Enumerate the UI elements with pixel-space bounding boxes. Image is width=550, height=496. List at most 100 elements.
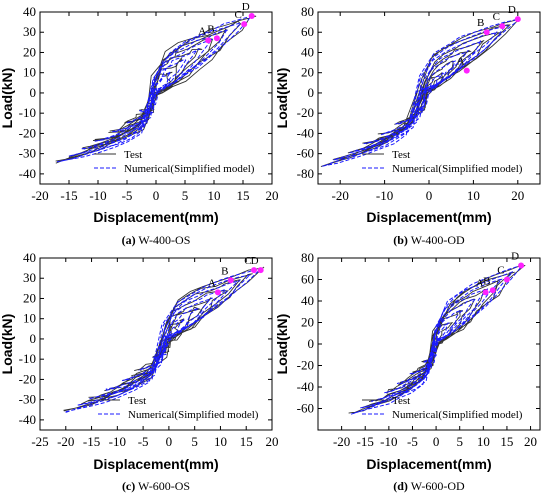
y-tick-label: -20 — [19, 125, 36, 140]
x-tick-label: 5 — [191, 434, 198, 449]
y-tick-label: -40 — [297, 379, 314, 394]
y-tick-label: -20 — [19, 371, 36, 386]
point-d — [248, 13, 255, 20]
point-a — [214, 289, 221, 296]
y-tick-label: 60 — [301, 272, 314, 287]
point-label-c: C — [497, 265, 504, 277]
y-tick-label: 30 — [23, 24, 36, 39]
y-tick-label: -20 — [297, 105, 314, 120]
y-tick-label: -10 — [19, 105, 36, 120]
point-label-a: A — [198, 25, 206, 37]
y-tick-label: 30 — [23, 270, 36, 285]
x-tick-label: 20 — [266, 434, 279, 449]
y-tick-label: 40 — [23, 250, 36, 265]
curves — [320, 18, 521, 168]
test-series-line — [320, 18, 521, 168]
y-axis-ticks: -40 -30 -20 -10 0 10 20 30 40 — [19, 4, 272, 181]
legend-test-label: Test — [392, 395, 410, 407]
caption-text: W-400-OD — [408, 233, 465, 247]
numerical-series-line — [56, 14, 253, 163]
y-tick-label: 80 — [301, 4, 314, 19]
x-axis-label: Displacement(mm) — [366, 209, 491, 225]
y-tick-label: 40 — [301, 293, 314, 308]
y-tick-label: 0 — [308, 336, 315, 351]
x-tick-label: 0 — [166, 434, 173, 449]
x-tick-label: 10 — [208, 188, 221, 203]
point-label-d: D — [242, 1, 250, 13]
y-tick-label: 20 — [301, 65, 314, 80]
x-tick-label: 0 — [433, 434, 440, 449]
y-axis-label: Load(kN) — [0, 314, 15, 375]
point-label-a: A — [476, 277, 484, 289]
point-label-b: B — [221, 265, 228, 277]
y-tick-label: -30 — [19, 146, 36, 161]
caption-text: W-400-OS — [136, 233, 191, 247]
y-tick-label: 0 — [30, 331, 37, 346]
plot-frame — [39, 257, 273, 431]
x-tick-label: -15 — [60, 188, 77, 203]
panel-caption: (b) W-400-OD — [393, 233, 465, 247]
point-c — [241, 21, 248, 28]
caption-letter: (c) — [122, 479, 135, 493]
point-d — [518, 262, 525, 269]
x-axis-ticks: -20 -15 -10 -5 0 5 10 15 20 — [31, 12, 279, 203]
y-tick-label: -40 — [297, 125, 314, 140]
y-axis-ticks: -40 -30 -20 -10 0 10 20 30 40 — [19, 250, 272, 427]
point-b — [483, 29, 490, 36]
y-tick-label: -40 — [19, 166, 36, 181]
legend-test-label: Test — [392, 149, 410, 161]
x-tick-label: 20 — [511, 188, 524, 203]
x-tick-label: 20 — [266, 188, 279, 203]
x-axis-label: Displacement(mm) — [93, 209, 218, 225]
x-tick-label: -20 — [31, 188, 48, 203]
y-tick-label: -60 — [297, 146, 314, 161]
point-label-c: C — [244, 255, 251, 267]
x-tick-label: -20 — [332, 188, 349, 203]
x-tick-label: -10 — [89, 188, 106, 203]
x-tick-label: 0 — [153, 188, 160, 203]
point-b — [489, 287, 496, 294]
y-tick-label: 0 — [30, 85, 37, 100]
x-tick-label: -25 — [31, 434, 48, 449]
point-a — [205, 37, 212, 44]
point-label-d: D — [508, 4, 516, 16]
x-tick-label: 10 — [477, 434, 490, 449]
point-b — [213, 35, 220, 42]
numerical-series-line — [65, 267, 262, 413]
chart-panel-a: -20 -15 -10 -5 0 5 10 15 20 -40 -30 -20 -10 0 10 20 30 40… — [0, 1, 279, 247]
x-axis-ticks: -25 -20 -15 -10 -5 0 5 10 15 20 — [31, 258, 279, 449]
x-tick-label: -15 — [83, 434, 100, 449]
legend-test-label: Test — [128, 395, 146, 407]
legend: Test Numerical(Simplified model) — [362, 149, 523, 175]
curves — [55, 14, 257, 164]
x-axis-ticks: -20 -10 0 10 20 — [332, 12, 524, 203]
y-tick-label: 20 — [23, 44, 36, 59]
point-d — [514, 16, 521, 23]
x-axis-label: Displacement(mm) — [366, 456, 491, 472]
x-tick-label: -20 — [57, 434, 74, 449]
x-tick-label: -10 — [376, 188, 393, 203]
panel-caption: (c) W-600-OS — [122, 479, 190, 493]
point-a — [463, 67, 470, 74]
caption-letter: (d) — [393, 479, 408, 493]
curves — [348, 264, 526, 415]
x-tick-label: 20 — [524, 434, 537, 449]
point-a — [482, 289, 489, 296]
x-tick-label: -10 — [109, 434, 126, 449]
legend-numerical-label: Numerical(Simplified model) — [392, 409, 523, 421]
y-axis-label: Load(kN) — [0, 68, 15, 129]
point-c — [503, 276, 510, 283]
x-tick-label: 5 — [182, 188, 189, 203]
point-label-b: B — [207, 23, 214, 35]
y-tick-label: -30 — [19, 392, 36, 407]
y-tick-label: -40 — [19, 412, 36, 427]
x-tick-label: 5 — [456, 434, 463, 449]
x-axis-ticks: -20 -15 -10 -5 0 5 10 15 20 — [333, 258, 537, 449]
x-tick-label: 15 — [500, 434, 513, 449]
point-label-b: B — [477, 17, 484, 29]
y-tick-label: 80 — [301, 250, 314, 265]
point-label-c: C — [493, 11, 500, 23]
point-label-c: C — [234, 9, 241, 21]
